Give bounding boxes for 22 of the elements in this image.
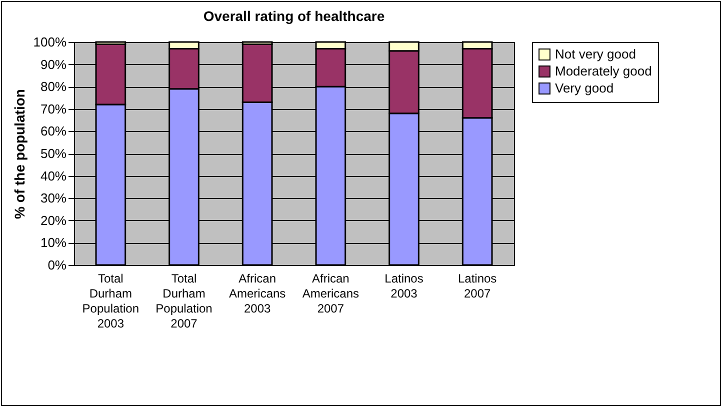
legend-label: Very good: [555, 80, 614, 96]
x-tick-label: Total Durham Population 2003: [82, 272, 140, 330]
y-tick-label: 10%: [40, 235, 67, 250]
y-tick-label: 60%: [40, 124, 67, 139]
chart-title: Overall rating of healthcare: [203, 8, 385, 24]
x-tick-label: Total Durham Population 2007: [156, 272, 212, 330]
y-tick-label: 30%: [40, 190, 67, 206]
y-tick-label: 20%: [40, 212, 67, 228]
y-tick-label: 90%: [40, 56, 67, 72]
y-tick-label: 40%: [40, 168, 67, 184]
x-tick-label: African Americans 2007: [302, 272, 360, 316]
y-tick-label: 70%: [40, 101, 67, 116]
y-tick-label: 0%: [48, 258, 67, 272]
legend-label: Moderately good: [555, 64, 652, 78]
y-axis-title: % of the population: [11, 89, 28, 219]
x-tick-label: Latinos 2007: [458, 272, 497, 300]
y-tick-label: 50%: [40, 146, 67, 161]
x-tick-label: Latinos 2003: [384, 272, 424, 300]
y-tick-label: 100%: [33, 34, 67, 50]
legend-label: Not very good: [555, 46, 636, 62]
x-tick-label: African Americans 2003: [228, 272, 286, 316]
y-tick-label: 80%: [40, 79, 67, 94]
